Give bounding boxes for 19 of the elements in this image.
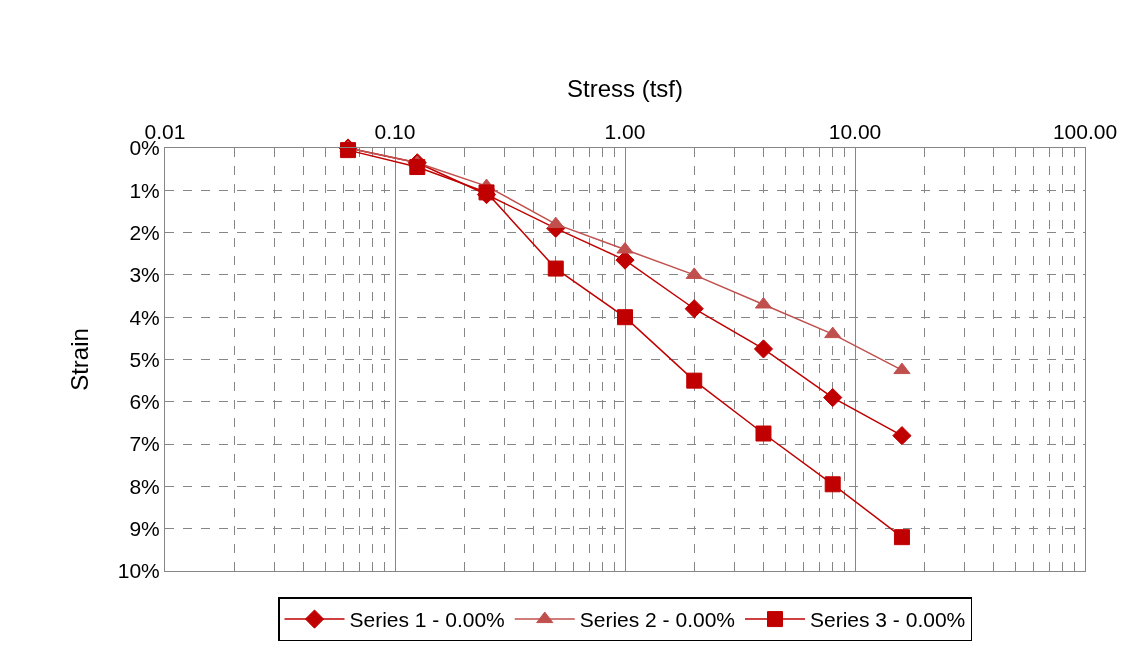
y-tick-label: 9%	[129, 517, 160, 541]
x-tick-label: 10.00	[828, 119, 882, 143]
y-tick-label: 4%	[129, 305, 160, 329]
y-tick-label: 6%	[129, 390, 160, 414]
y-tick-label: 7%	[129, 432, 160, 456]
y-tick-label: 10%	[117, 559, 160, 583]
x-tick-label: 1.00	[604, 119, 646, 143]
y-tick-label: 2%	[129, 220, 160, 244]
legend-label: Series 1 - 0.00%	[349, 608, 505, 632]
y-axis-title: Strain	[65, 328, 93, 391]
y-tick-label: 8%	[129, 474, 160, 498]
legend-label: Series 2 - 0.00%	[579, 608, 735, 632]
x-tick-label: 0.10	[374, 119, 416, 143]
y-tick-label: 1%	[129, 178, 160, 202]
x-axis-title: Stress (tsf)	[566, 74, 684, 102]
y-tick-label: 5%	[129, 347, 160, 371]
legend-label: Series 3 - 0.00%	[810, 608, 966, 632]
x-tick-label: 100.00	[1052, 119, 1118, 143]
y-tick-label: 3%	[129, 263, 160, 287]
